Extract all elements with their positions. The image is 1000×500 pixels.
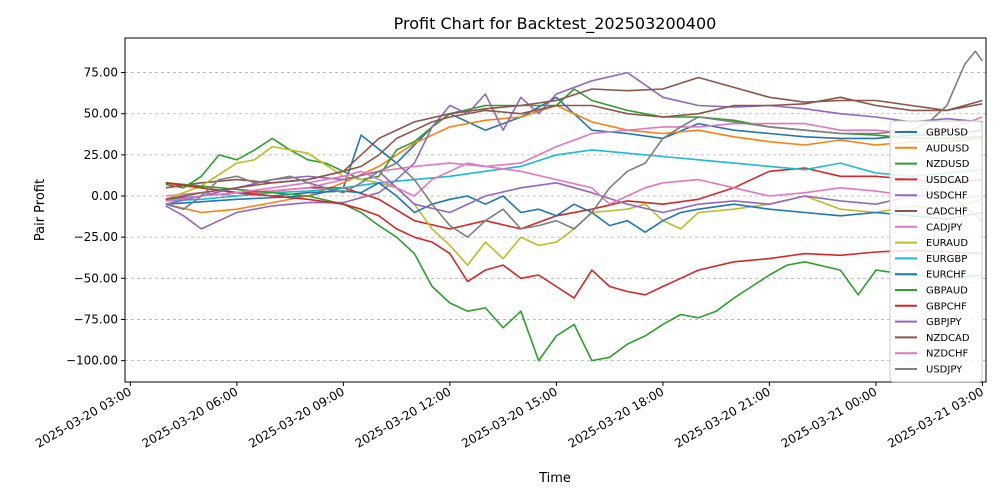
- series-line-cadchf: [165, 76, 983, 189]
- series-line-gbpjpy: [165, 170, 983, 222]
- legend-label: EURCHF: [926, 270, 967, 281]
- plot-frame: [124, 37, 987, 383]
- legend-label: CADJPY: [926, 222, 963, 233]
- legend: GBPUSD AUDUSD NZDUSD USDCAD USDCHF CADCHF CADJ…: [889, 120, 983, 383]
- x-tick-label: 2025-03-20 15:00: [459, 384, 560, 450]
- chart-title: Profit Chart for Backtest_202503200400: [394, 14, 717, 34]
- series-line-gbpusd: [165, 96, 983, 205]
- legend-label: NZDCAD: [926, 333, 970, 344]
- legend-label: NZDCHF: [926, 349, 969, 360]
- series-line-cadjpy: [165, 116, 983, 197]
- x-tick-label: 2025-03-20 12:00: [353, 384, 454, 450]
- legend-label: GBPCHF: [926, 301, 967, 312]
- y-tick-label: −25.00: [74, 230, 118, 244]
- y-tick-label: 25.00: [84, 148, 118, 162]
- y-axis-ticks: 75.00 50.00 25.00 0.00 −25.00 −50.00 −75.00 −10…: [66, 66, 125, 368]
- x-axis-ticks: 2025-03-20 03:00 2025-03-20 06:00 2025-03-…: [33, 382, 986, 451]
- x-tick-label: 2025-03-20 21:00: [672, 384, 773, 450]
- legend-label: GBPAUD: [926, 286, 968, 297]
- x-tick-label: 2025-03-21 00:00: [779, 384, 880, 450]
- x-tick-label: 2025-03-20 03:00: [33, 384, 134, 450]
- y-axis-label: Pair Profit: [33, 179, 48, 241]
- x-tick-label: 2025-03-20 06:00: [140, 384, 241, 450]
- legend-label: AUDUSD: [926, 143, 970, 154]
- series-line-eurgbp: [165, 149, 983, 202]
- series-line-usdjpy: [165, 50, 984, 238]
- y-tick-label: −50.00: [74, 271, 118, 285]
- x-tick-label: 2025-03-20 09:00: [246, 384, 347, 450]
- series-lines: [165, 50, 984, 362]
- series-line-gbpaud: [165, 182, 983, 362]
- legend-label: USDCAD: [926, 175, 969, 186]
- y-tick-label: 50.00: [84, 107, 118, 121]
- y-tick-label: −100.00: [66, 354, 118, 368]
- legend-label: CADCHF: [926, 207, 968, 218]
- legend-box: [889, 120, 983, 383]
- series-line-usdchf: [165, 71, 983, 230]
- y-tick-label: 0.00: [91, 189, 118, 203]
- series-line-nzdcad: [165, 96, 983, 201]
- y-tick-label: 75.00: [84, 66, 118, 80]
- series-line-euraud: [165, 145, 983, 266]
- legend-label: EURGBP: [926, 254, 967, 265]
- legend-label: GBPJPY: [926, 317, 962, 328]
- legend-label: USDJPY: [926, 365, 963, 376]
- legend-label: EURAUD: [926, 238, 968, 249]
- series-line-nzdchf: [165, 162, 983, 205]
- legend-label: NZDUSD: [926, 159, 970, 170]
- y-tick-label: −75.00: [74, 312, 118, 326]
- series-line-audusd: [165, 104, 983, 214]
- x-tick-label: 2025-03-20 18:00: [566, 384, 667, 450]
- x-axis-label: Time: [538, 471, 571, 486]
- series-line-eurchf: [165, 182, 983, 233]
- x-tick-label: 2025-03-21 03:00: [885, 384, 986, 450]
- legend-label: GBPUSD: [926, 128, 968, 139]
- series-line-gbpchf: [165, 182, 983, 299]
- legend-label: USDCHF: [926, 191, 968, 202]
